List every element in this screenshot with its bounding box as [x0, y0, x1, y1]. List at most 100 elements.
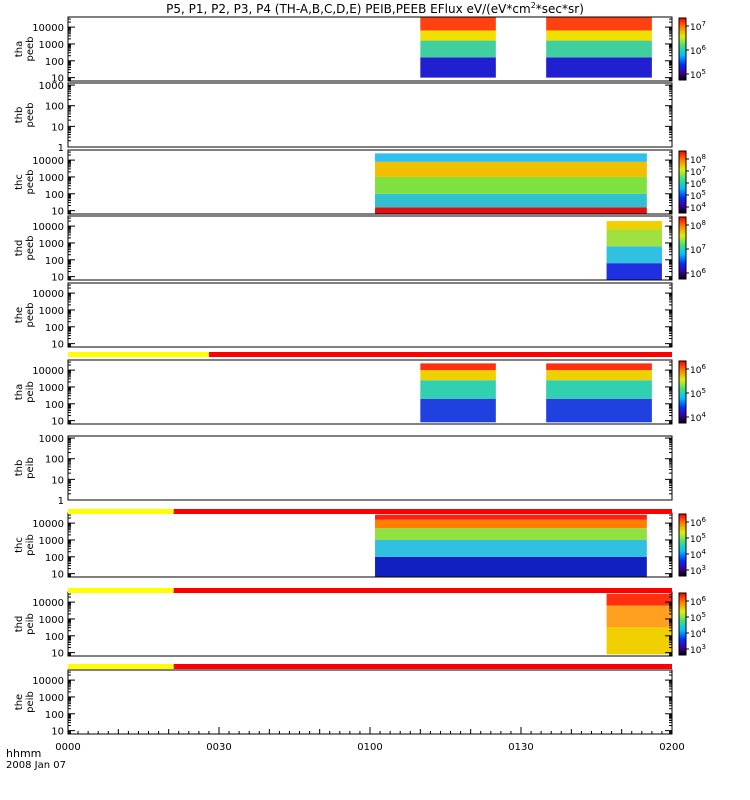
y-tick-label: 10	[51, 340, 64, 351]
y-tick-label: 1	[58, 143, 64, 154]
y-tick-label: 100	[45, 190, 64, 201]
spectrogram-band	[606, 221, 662, 230]
y-tick-label: 10000	[32, 519, 64, 530]
y-tick-label: 10	[51, 122, 64, 133]
spectrogram-band	[420, 57, 496, 78]
status-bar-red	[173, 664, 672, 669]
colorbar-label-exp: 3	[701, 564, 705, 572]
time-label-bottom: 2008 Jan 07	[6, 760, 66, 771]
y-tick-label: 1000	[39, 239, 64, 250]
panel-frame	[67, 669, 673, 735]
status-bar-yellow	[68, 509, 174, 514]
y-tick-label: 10000	[32, 598, 64, 609]
panels-layer: 10000100010010thapeeb1071061051000100101…	[14, 16, 706, 738]
panel-probe: thd	[14, 616, 25, 633]
spectrogram-band	[375, 153, 647, 162]
y-tick-label: 1	[58, 496, 64, 507]
panel-label: thapeeb	[14, 37, 36, 62]
y-tick-label: 10	[51, 475, 64, 486]
y-tick-label: 100	[45, 256, 64, 267]
colorbar-label-exp: 4	[701, 411, 706, 419]
y-tick-label: 10000	[32, 156, 64, 167]
spectrogram-band	[546, 370, 652, 381]
panel-probe: the	[14, 307, 25, 323]
colorbar-label-base: 10	[690, 614, 702, 624]
panel-instrument: peib	[25, 381, 36, 403]
colorbar-label-base: 10	[690, 222, 702, 232]
spectrogram-band	[375, 514, 647, 520]
panel-frame	[67, 215, 673, 281]
panel-instrument: peib	[25, 613, 36, 635]
status-bar-red	[173, 509, 672, 514]
y-tick-label: 10000	[32, 366, 64, 377]
spectrogram-band	[375, 519, 647, 529]
colorbar-label-exp: 5	[701, 611, 705, 619]
spectrogram-interval	[420, 17, 496, 78]
colorbar-label: 106	[690, 267, 706, 280]
colorbar-label: 108	[690, 153, 706, 166]
spectrogram-band	[375, 528, 647, 540]
panel-probe: thb	[14, 460, 25, 477]
colorbar-label: 104	[690, 411, 706, 424]
x-tick-label: 0100	[357, 742, 382, 753]
panel-probe: thc	[14, 537, 25, 553]
spectrogram-band	[606, 246, 662, 264]
status-bars-layer	[68, 352, 672, 669]
time-label-top: hhmm	[6, 747, 41, 760]
title-superscript: 2	[531, 1, 536, 10]
spectrogram-band	[606, 605, 672, 628]
colorbar-label: 103	[690, 564, 706, 577]
colorbar-label-exp: 6	[701, 516, 706, 524]
y-tick-label: 1000	[39, 40, 64, 51]
colorbar-label-base: 10	[690, 567, 702, 577]
panel-instrument: peeb	[25, 236, 36, 261]
spectrogram-band	[375, 207, 647, 214]
y-tick-label: 100	[45, 553, 64, 564]
panel-probe: tha	[14, 384, 25, 400]
spectrogram-interval	[375, 153, 647, 214]
y-tick-label: 100	[45, 632, 64, 643]
y-tick-label: 1000	[39, 81, 64, 92]
colorbar-label-base: 10	[690, 47, 702, 57]
colorbar-label: 106	[690, 44, 706, 57]
spectrogram-band	[420, 380, 496, 399]
colorbar-label-exp: 4	[701, 201, 706, 209]
spectrogram-band	[420, 370, 496, 381]
panel-label: thbpeib	[14, 457, 36, 479]
y-tick-label: 10000	[32, 676, 64, 687]
spectrogram-band	[420, 40, 496, 58]
panel-the-peib: 10000 1000 100 10 thepeib	[14, 669, 673, 738]
spectrogram-band	[546, 17, 652, 31]
colorbar-label-exp: 4	[701, 548, 706, 556]
y-tick-label: 100	[45, 323, 64, 334]
spectrogram-interval	[420, 363, 496, 423]
colorbar-label-exp: 3	[701, 643, 705, 651]
colorbar-label-base: 10	[690, 551, 702, 561]
status-bar	[68, 509, 672, 514]
time-axis: 0000 0030 0100 0130 0200	[55, 727, 685, 753]
panel-the-peeb: 10000 1000 100 10 thepeeb	[14, 282, 673, 351]
status-bar-yellow	[68, 352, 209, 357]
colorbar-label-base: 10	[690, 270, 702, 280]
colorbar-label-exp: 7	[701, 20, 705, 28]
y-tick-label: 1000	[39, 306, 64, 317]
panel-probe: thb	[14, 107, 25, 124]
y-tick-label: 1000	[39, 615, 64, 626]
colorbar-gradient	[678, 513, 687, 577]
spectrogram-band	[546, 30, 652, 41]
colorbar-label-base: 10	[690, 414, 702, 424]
status-bar-yellow	[68, 588, 174, 593]
spectrogram-band	[606, 229, 662, 247]
panel-instrument: peib	[25, 457, 36, 479]
panel-probe: the	[14, 694, 25, 710]
spectrogram-interval	[606, 221, 662, 280]
y-tick-label: 1000	[39, 434, 64, 445]
panel-instrument: peeb	[25, 37, 36, 62]
y-tick-label: 10	[51, 649, 64, 660]
panel-label: thepeeb	[14, 303, 36, 328]
